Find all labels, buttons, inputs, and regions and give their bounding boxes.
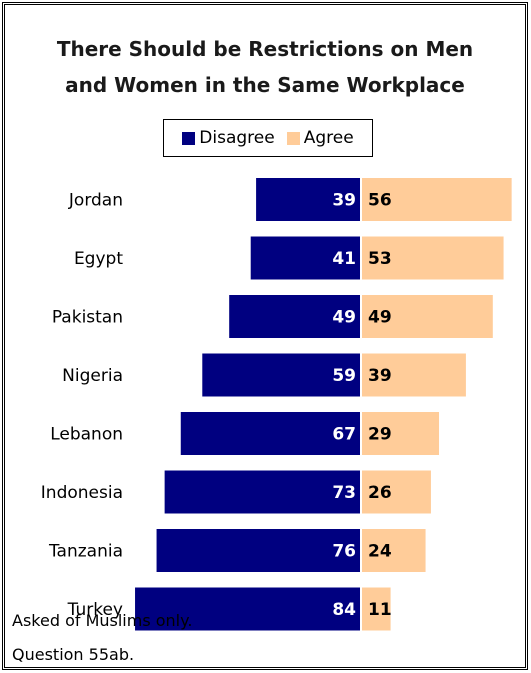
legend-item-disagree: Disagree: [182, 128, 275, 148]
value-label-agree-pakistan: 49: [368, 308, 392, 328]
legend-label-agree: Agree: [303, 128, 354, 148]
bar-agree-tanzania: [361, 529, 426, 572]
category-label-nigeria: Nigeria: [62, 366, 123, 386]
legend-label-disagree: Disagree: [199, 128, 275, 148]
category-label-jordan: Jordan: [68, 191, 123, 211]
value-label-disagree-turkey: 84: [332, 600, 356, 620]
legend-swatch-agree: [286, 131, 300, 145]
chart-title-line-1: There Should be Restrictions on Men: [56, 37, 474, 61]
category-label-pakistan: Pakistan: [52, 308, 123, 328]
value-label-disagree-tanzania: 76: [332, 542, 356, 562]
value-label-agree-egypt: 53: [368, 249, 392, 269]
value-label-agree-turkey: 11: [368, 600, 392, 620]
bar-disagree-indonesia: [164, 470, 361, 514]
chart-title: There Should be Restrictions on Men and …: [5, 31, 525, 103]
bar-disagree-lebanon: [180, 412, 361, 455]
bar-agree-turkey: [361, 587, 391, 631]
value-label-disagree-pakistan: 49: [332, 308, 356, 328]
value-label-disagree-nigeria: 59: [332, 366, 356, 386]
value-label-disagree-indonesia: 73: [332, 483, 356, 503]
bar-agree-pakistan: [361, 295, 493, 338]
value-label-disagree-lebanon: 67: [332, 425, 356, 445]
value-label-agree-nigeria: 39: [368, 366, 392, 386]
chart-plot: Jordan 39 56 Egypt 41 53 Pakistan 49 49 Nigeria 59…: [41, 178, 512, 631]
chart-legend: Disagree Agree: [163, 119, 373, 157]
bar-agree-lebanon: [361, 412, 440, 455]
category-label-egypt: Egypt: [74, 249, 123, 269]
bar-disagree-jordan: [256, 178, 361, 221]
bar-disagree-egypt: [250, 236, 361, 280]
value-label-agree-tanzania: 24: [368, 542, 392, 562]
bar-agree-nigeria: [361, 353, 466, 397]
legend-swatch-disagree: [182, 131, 196, 145]
legend-item-agree: Agree: [286, 128, 354, 148]
bar-disagree-tanzania: [156, 529, 361, 572]
value-label-agree-indonesia: 26: [368, 483, 392, 503]
bar-agree-jordan: [361, 178, 512, 221]
value-label-agree-jordan: 56: [368, 191, 392, 211]
category-label-lebanon: Lebanon: [50, 425, 123, 445]
footnote-sample: Asked of Muslims only.: [12, 611, 193, 630]
value-label-disagree-jordan: 39: [332, 191, 356, 211]
value-label-disagree-egypt: 41: [332, 249, 356, 269]
bar-agree-indonesia: [361, 470, 431, 514]
category-label-turkey: Turkey: [67, 600, 123, 620]
bar-disagree-turkey: [135, 587, 361, 631]
bar-disagree-pakistan: [229, 295, 361, 338]
category-label-tanzania: Tanzania: [48, 542, 123, 562]
bar-agree-egypt: [361, 236, 504, 280]
footnote-question: Question 55ab.: [12, 645, 135, 664]
category-label-indonesia: Indonesia: [41, 483, 123, 503]
bar-disagree-nigeria: [202, 353, 361, 397]
value-label-agree-lebanon: 29: [368, 425, 392, 445]
chart-title-line-2: and Women in the Same Workplace: [65, 73, 465, 97]
